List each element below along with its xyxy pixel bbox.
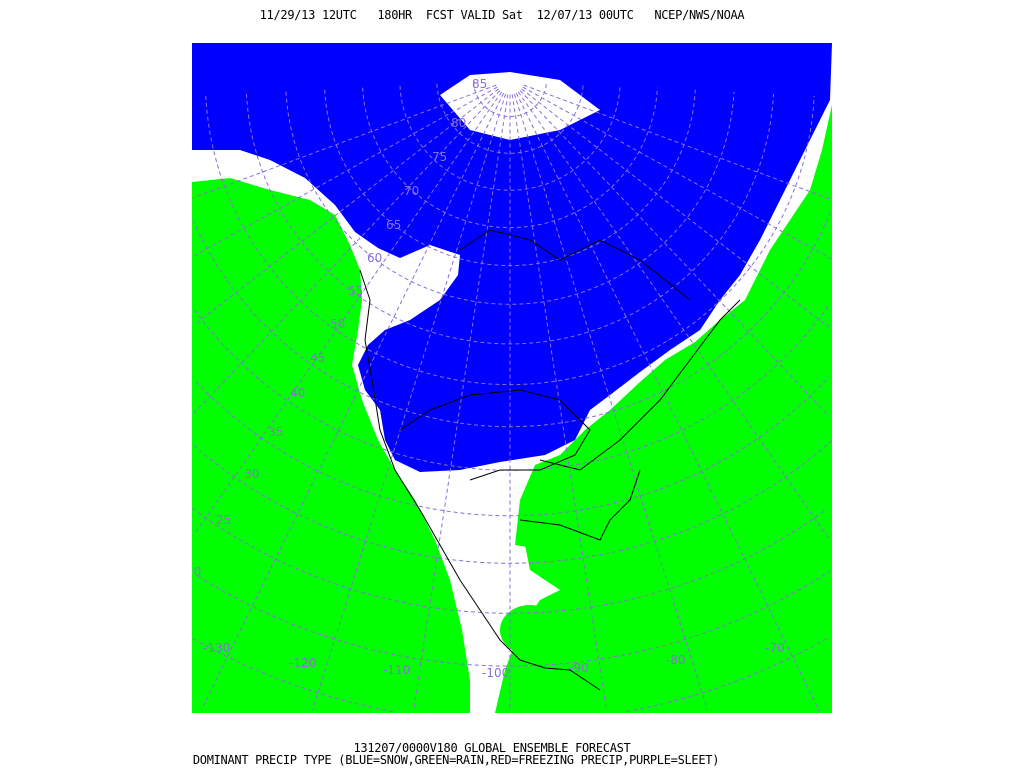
longitude-label: -90 <box>569 661 589 675</box>
latitude-label: 55 <box>348 284 363 298</box>
longitude-line <box>517 91 830 540</box>
latitude-line <box>192 507 828 614</box>
precip-type-map: 85 80 75 70 65 60 55 50 45 40 35 30 25 20 -130 -120 -110… <box>192 43 832 713</box>
longitude-line <box>522 86 832 260</box>
longitude-line <box>511 94 607 710</box>
longitude-line <box>312 93 507 710</box>
latitude-line <box>246 93 774 345</box>
footer-legend: DOMINANT PRECIP TYPE (BLUE=SNOW,GREEN=RA… <box>192 753 720 767</box>
map-title: 11/29/13 12UTC 180HR FCST VALID Sat 12/0… <box>259 8 745 22</box>
latitude-label: 20 <box>192 565 201 579</box>
latitude-label: 65 <box>386 218 401 232</box>
latitude-line <box>285 91 735 305</box>
longitude-line <box>200 92 505 711</box>
latitude-label: 25 <box>216 513 231 527</box>
latitude-line <box>195 376 829 517</box>
latitude-line <box>197 570 830 667</box>
longitude-line <box>515 92 820 711</box>
longitude-line <box>521 88 830 328</box>
latitude-label: 75 <box>432 150 447 164</box>
longitude-line <box>193 91 503 536</box>
latitude-label: 50 <box>330 317 345 331</box>
coastlines <box>359 229 741 691</box>
latitude-label: 70 <box>404 184 419 198</box>
longitude-label: -100 <box>482 666 509 680</box>
longitude-line <box>194 88 499 326</box>
latitude-line <box>192 210 832 428</box>
longitude-label: -70 <box>765 641 785 655</box>
longitude-line <box>193 90 501 414</box>
longitude-label: -120 <box>289 656 316 670</box>
latitude-line <box>194 304 830 471</box>
latitude-label: 45 <box>310 351 325 365</box>
graticule <box>192 81 832 713</box>
footer-line-1: 131207/0000V180 GLOBAL ENSEMBLE FORECAST <box>353 741 631 755</box>
longitude-line <box>192 84 497 199</box>
longitude-label: -110 <box>383 663 410 677</box>
latitude-label: 85 <box>472 77 487 91</box>
longitude-line <box>523 84 832 200</box>
rain-region-gulf <box>520 515 600 590</box>
longitude-label: -130 <box>203 641 230 655</box>
longitude-line <box>513 93 708 710</box>
snow-region <box>192 43 832 472</box>
rain-region-mexico <box>500 605 560 655</box>
latitude-line <box>192 638 828 713</box>
latitude-label: 60 <box>367 251 382 265</box>
latitude-label: 30 <box>244 467 259 481</box>
latitude-label: 40 <box>290 386 305 400</box>
latitude-line <box>436 83 584 154</box>
longitude-label: -80 <box>666 653 686 667</box>
longitude-line <box>413 94 509 710</box>
latitude-line <box>473 81 547 117</box>
latitude-label: 80 <box>451 116 466 130</box>
latitude-label: 35 <box>268 425 283 439</box>
